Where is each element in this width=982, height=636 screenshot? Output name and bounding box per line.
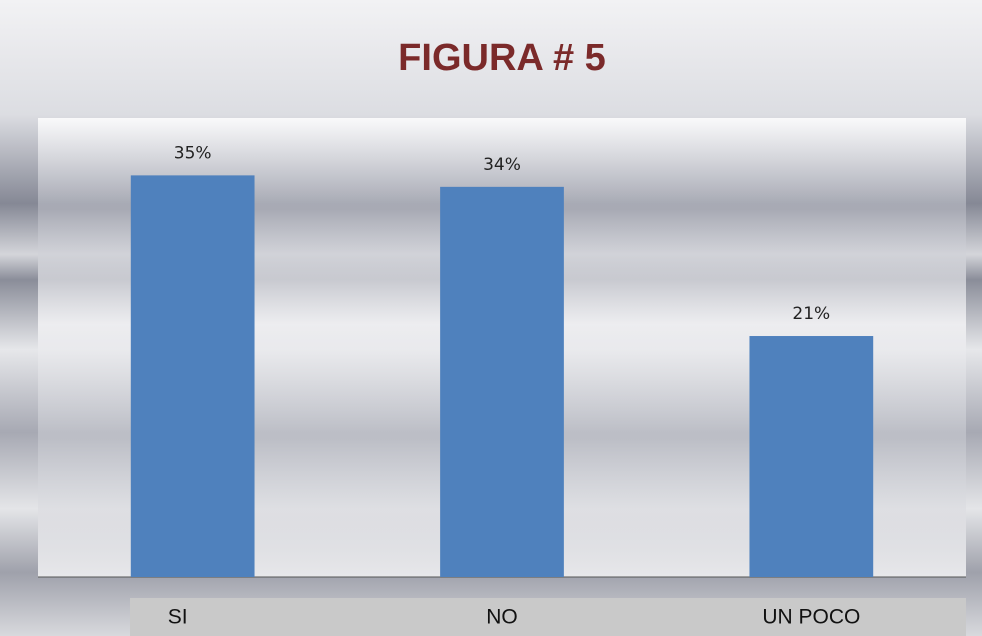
data-label: 35% xyxy=(174,143,212,163)
bar xyxy=(130,175,255,577)
category-band xyxy=(130,598,966,636)
data-label: 34% xyxy=(483,155,521,175)
bar xyxy=(440,186,564,577)
chart-title: FIGURA # 5 xyxy=(398,37,606,79)
bar xyxy=(749,336,874,577)
x-tick-label: NO xyxy=(486,606,518,629)
data-label: 21% xyxy=(792,304,830,324)
x-tick-label: SI xyxy=(168,606,188,629)
x-tick-label: UN POCO xyxy=(762,606,860,629)
